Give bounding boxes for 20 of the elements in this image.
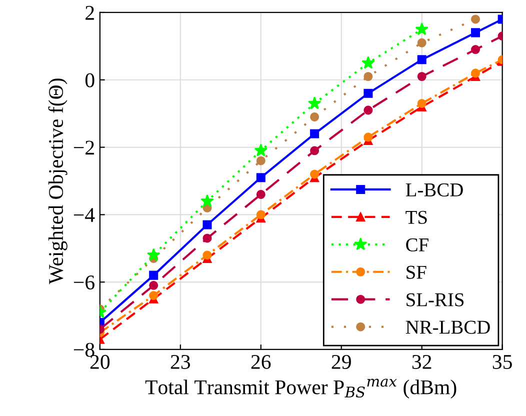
legend-label: L-BCD (406, 183, 463, 196)
y-axis-title: Weighted Objective f(Θ) (48, 78, 68, 284)
legend-label: CF (406, 238, 428, 252)
x-tick-label: 29 (332, 354, 351, 369)
legend-label: TS (406, 210, 427, 224)
y-tick-label: 2 (86, 6, 94, 20)
x-tick-label: 20 (90, 354, 110, 369)
y-tick-label: −4 (74, 208, 95, 222)
y-tick-label: −2 (74, 140, 94, 154)
y-tick-label: 0 (85, 73, 94, 88)
y-tick-label: −8 (74, 342, 94, 357)
legend-label: SL-RIS (406, 293, 464, 306)
x-tick-label: 26 (251, 354, 271, 369)
x-tick-label: 32 (412, 354, 432, 369)
x-axis-title: Total Transmit Power P$_{BS}$$^{max}$ (dBm) (145, 378, 456, 399)
x-tick-label: 35 (492, 354, 512, 369)
legend-label: NR-LBCD (406, 320, 490, 334)
x-tick-label: 23 (170, 354, 190, 369)
y-tick-label: −6 (74, 275, 94, 290)
legend-label: SF (406, 266, 426, 279)
